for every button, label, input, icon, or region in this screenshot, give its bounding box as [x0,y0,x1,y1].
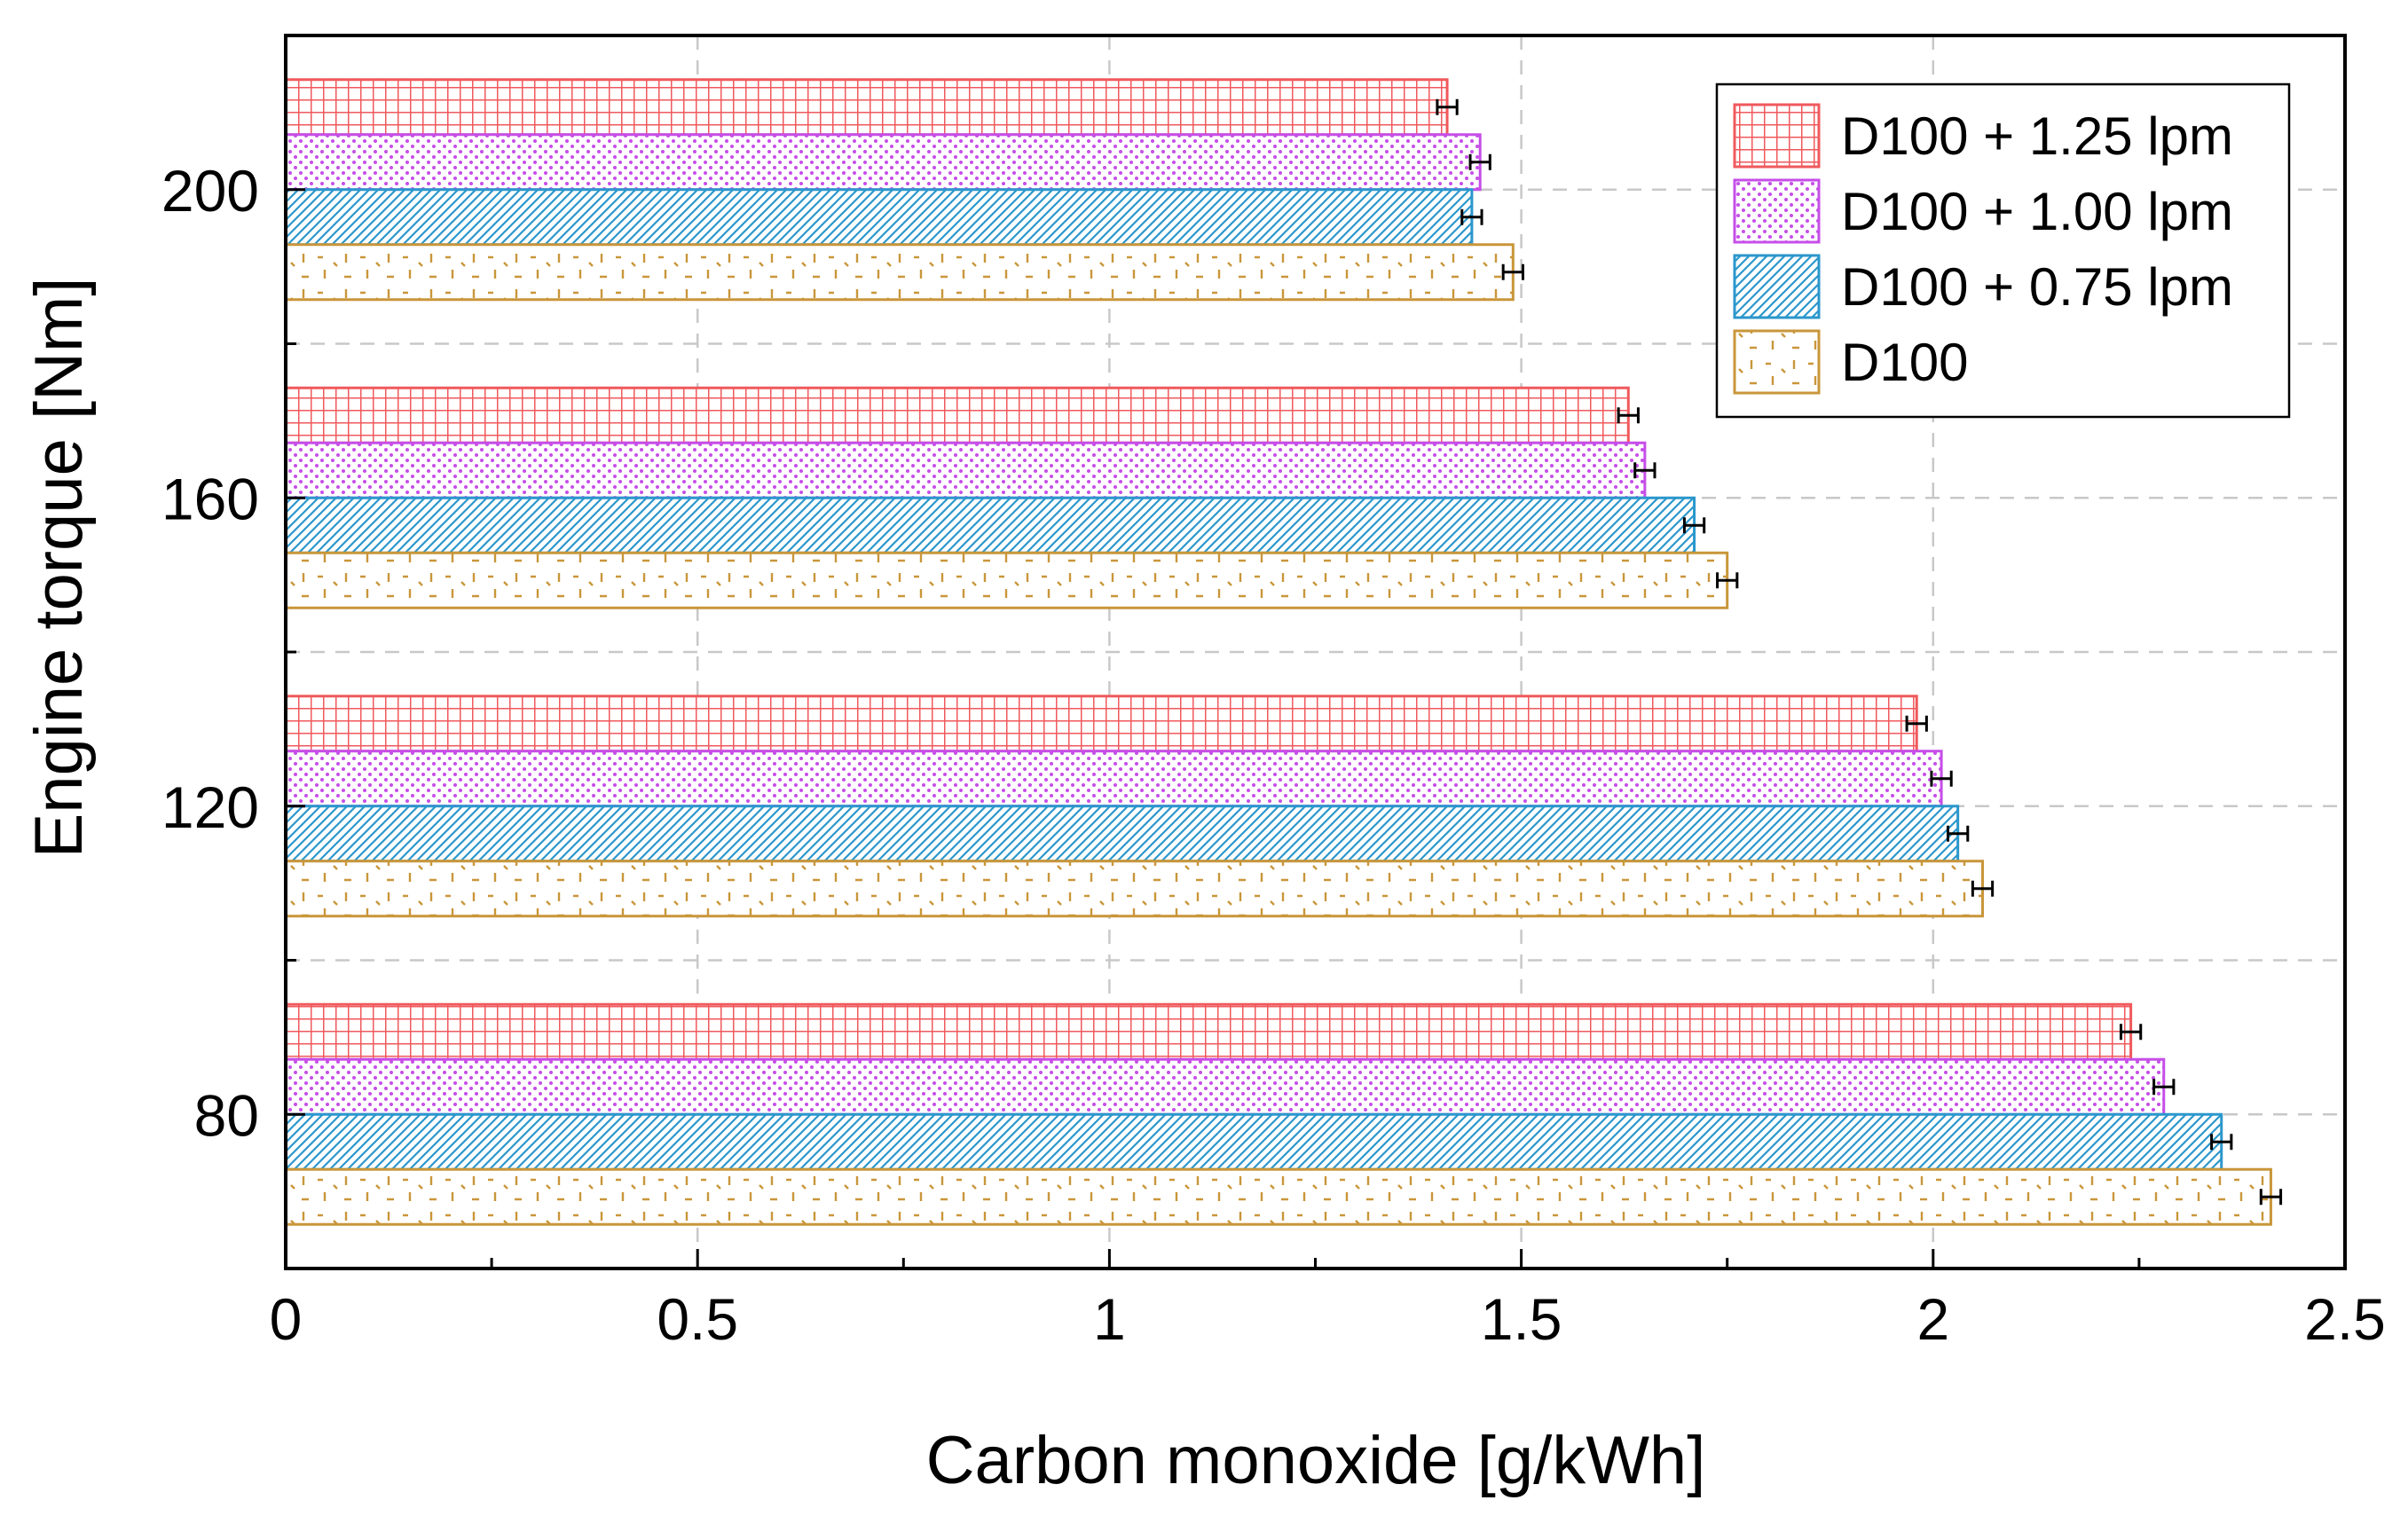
legend-swatch-2 [1733,178,1821,244]
bars-layer [284,78,2283,1226]
legend-label-3: D100 + 0.75 lpm [1841,257,2233,317]
bar [284,1057,2166,1116]
x-tick-label: 0.5 [657,1286,738,1352]
legend-item-4: D100 [1733,329,1968,395]
y-tick-label: 160 [161,466,259,531]
legend-swatch-4 [1733,329,1821,395]
axes-layer: 0 0.5 1 1.5 2 2.5 80 120 160 200 [161,34,2386,1352]
legend-item-2: D100 + 1.00 lpm [1733,178,2233,244]
legend-label-4: D100 [1841,333,1968,392]
x-axis-title: Carbon monoxide [g/kWh] [926,1423,1706,1498]
bar [284,386,1630,444]
x-tick-label: 2.5 [2304,1286,2386,1352]
y-tick-label: 120 [161,774,259,840]
legend-label-2: D100 + 1.00 lpm [1841,182,2233,241]
bar [284,860,1985,918]
legend-swatch-3 [1733,254,1821,319]
bar [284,496,1696,554]
legend-item-1: D100 + 1.25 lpm [1733,103,2233,169]
bar [284,1112,2223,1171]
legend-swatch-1 [1733,103,1821,169]
legend-item-3: D100 + 0.75 lpm [1733,254,2233,319]
bar [284,1167,2272,1226]
bar [284,1002,2133,1061]
x-tick-label: 1 [1093,1286,1126,1352]
bar [284,551,1729,609]
bar [284,695,1918,753]
y-tick-label: 80 [194,1082,259,1148]
bar [284,805,1960,863]
bar [284,441,1647,499]
bar [284,78,1449,137]
x-tick-label: 2 [1916,1286,1949,1352]
bar [284,750,1943,808]
x-tick-label: 0 [270,1286,303,1352]
legend: D100 + 1.25 lpm D100 + 1.00 lpm D100 + 0… [1715,82,2291,419]
bar [284,133,1482,192]
y-axis-title: Engine torque [Nm] [21,278,97,859]
bar [284,243,1515,302]
x-tick-label: 1.5 [1481,1286,1562,1352]
legend-label-1: D100 + 1.25 lpm [1841,106,2233,166]
y-tick-label: 200 [161,158,259,224]
bar [284,188,1474,247]
